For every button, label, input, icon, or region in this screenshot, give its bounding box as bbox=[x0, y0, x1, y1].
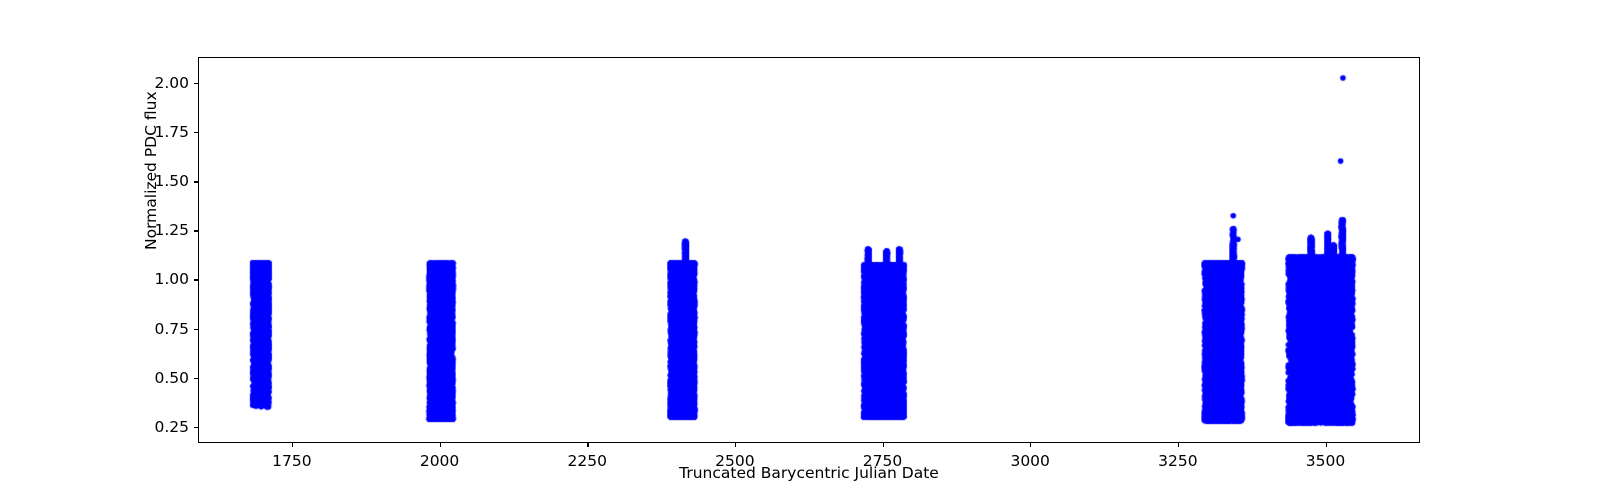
x-tick-label: 2250 bbox=[567, 452, 607, 470]
x-tick-label: 2750 bbox=[862, 452, 903, 470]
x-tick-mark bbox=[587, 443, 589, 448]
y-tick-mark bbox=[193, 230, 198, 232]
y-tick-label: 1.75 bbox=[154, 123, 189, 142]
x-tick-mark bbox=[882, 443, 884, 448]
y-tick-label: 0.50 bbox=[154, 368, 189, 387]
x-tick-label: 3250 bbox=[1158, 452, 1198, 470]
y-tick-mark bbox=[193, 82, 198, 85]
plot-axes-frame bbox=[198, 57, 1420, 443]
y-axis-label: Normalized PDC flux bbox=[142, 91, 160, 250]
x-tick-mark bbox=[1325, 443, 1327, 448]
y-tick-label: 2.00 bbox=[154, 73, 189, 92]
y-tick-mark bbox=[193, 132, 198, 134]
x-tick-label: 3000 bbox=[1010, 452, 1050, 470]
x-tick-mark bbox=[1030, 443, 1032, 448]
x-tick-label: 3500 bbox=[1305, 452, 1346, 470]
x-axis-label: Truncated Barycentric Julian Date bbox=[679, 464, 939, 482]
scatter-plot-area bbox=[199, 58, 1419, 442]
x-tick-mark bbox=[1177, 443, 1180, 448]
y-tick-label: 1.50 bbox=[154, 172, 189, 191]
x-tick-mark bbox=[439, 443, 441, 448]
y-tick-mark bbox=[193, 181, 198, 183]
x-tick-label: 1750 bbox=[272, 452, 312, 470]
y-tick-mark bbox=[193, 426, 198, 429]
y-tick-mark bbox=[193, 377, 198, 380]
y-tick-label: 0.25 bbox=[154, 417, 189, 436]
x-tick-mark bbox=[291, 443, 294, 448]
y-tick-label: 1.25 bbox=[154, 221, 189, 240]
y-tick-mark bbox=[193, 279, 198, 281]
x-tick-label: 2500 bbox=[715, 452, 755, 470]
x-tick-mark bbox=[734, 443, 737, 448]
y-tick-label: 0.75 bbox=[154, 319, 189, 338]
x-tick-label: 2000 bbox=[419, 452, 460, 470]
y-tick-mark bbox=[193, 328, 198, 330]
y-tick-label: 1.00 bbox=[154, 270, 189, 289]
